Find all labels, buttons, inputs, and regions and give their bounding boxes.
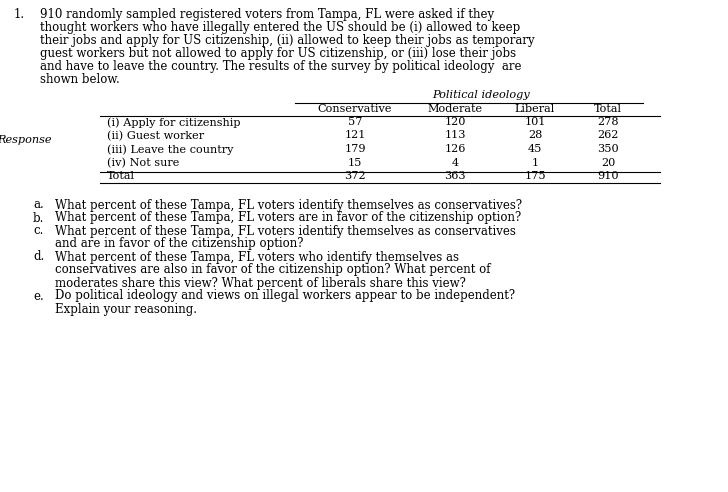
- Text: (ii) Guest worker: (ii) Guest worker: [107, 130, 204, 141]
- Text: Total: Total: [107, 171, 135, 181]
- Text: What percent of these Tampa, FL voters identify themselves as conservatives?: What percent of these Tampa, FL voters i…: [55, 198, 522, 212]
- Text: Total: Total: [594, 104, 622, 114]
- Text: c.: c.: [33, 224, 44, 238]
- Text: Liberal: Liberal: [515, 104, 555, 114]
- Text: 4: 4: [451, 157, 459, 167]
- Text: Response: Response: [0, 135, 52, 145]
- Text: 278: 278: [597, 117, 619, 127]
- Text: and are in favor of the citizenship option?: and are in favor of the citizenship opti…: [55, 238, 304, 250]
- Text: What percent of these Tampa, FL voters are in favor of the citizenship option?: What percent of these Tampa, FL voters a…: [55, 212, 521, 224]
- Text: Do political ideology and views on illegal workers appear to be independent?: Do political ideology and views on illeg…: [55, 289, 515, 303]
- Text: (iii) Leave the country: (iii) Leave the country: [107, 144, 234, 154]
- Text: What percent of these Tampa, FL voters who identify themselves as: What percent of these Tampa, FL voters w…: [55, 250, 459, 264]
- Text: 28: 28: [528, 130, 542, 141]
- Text: e.: e.: [33, 289, 44, 303]
- Text: their jobs and apply for US citizenship, (ii) allowed to keep their jobs as temp: their jobs and apply for US citizenship,…: [40, 34, 534, 47]
- Text: 179: 179: [344, 144, 365, 154]
- Text: Conservative: Conservative: [317, 104, 392, 114]
- Text: 372: 372: [344, 171, 365, 181]
- Text: 910: 910: [597, 171, 619, 181]
- Text: (i) Apply for citizenship: (i) Apply for citizenship: [107, 117, 240, 127]
- Text: Moderate: Moderate: [427, 104, 483, 114]
- Text: 1.: 1.: [14, 8, 25, 21]
- Text: 101: 101: [524, 117, 546, 127]
- Text: 126: 126: [444, 144, 466, 154]
- Text: What percent of these Tampa, FL voters identify themselves as conservatives: What percent of these Tampa, FL voters i…: [55, 224, 516, 238]
- Text: 910 randomly sampled registered voters from Tampa, FL were asked if they: 910 randomly sampled registered voters f…: [40, 8, 494, 21]
- Text: 363: 363: [444, 171, 466, 181]
- Text: 45: 45: [528, 144, 542, 154]
- Text: 15: 15: [348, 157, 363, 167]
- Text: Political ideology: Political ideology: [432, 90, 531, 100]
- Text: shown below.: shown below.: [40, 73, 119, 86]
- Text: d.: d.: [33, 250, 44, 264]
- Text: Explain your reasoning.: Explain your reasoning.: [55, 303, 197, 315]
- Text: 57: 57: [348, 117, 363, 127]
- Text: 262: 262: [597, 130, 619, 141]
- Text: a.: a.: [33, 198, 44, 212]
- Text: conservatives are also in favor of the citizenship option? What percent of: conservatives are also in favor of the c…: [55, 264, 491, 277]
- Text: moderates share this view? What percent of liberals share this view?: moderates share this view? What percent …: [55, 277, 466, 289]
- Text: b.: b.: [33, 212, 44, 224]
- Text: 120: 120: [444, 117, 466, 127]
- Text: 1: 1: [531, 157, 539, 167]
- Text: thought workers who have illegally entered the US should be (i) allowed to keep: thought workers who have illegally enter…: [40, 21, 521, 34]
- Text: and have to leave the country. The results of the survey by political ideology  : and have to leave the country. The resul…: [40, 60, 521, 73]
- Text: 121: 121: [344, 130, 365, 141]
- Text: 175: 175: [524, 171, 546, 181]
- Text: guest workers but not allowed to apply for US citizenship, or (iii) lose their j: guest workers but not allowed to apply f…: [40, 47, 516, 60]
- Text: 113: 113: [444, 130, 466, 141]
- Text: 20: 20: [601, 157, 615, 167]
- Text: 350: 350: [597, 144, 619, 154]
- Text: (iv) Not sure: (iv) Not sure: [107, 157, 179, 168]
